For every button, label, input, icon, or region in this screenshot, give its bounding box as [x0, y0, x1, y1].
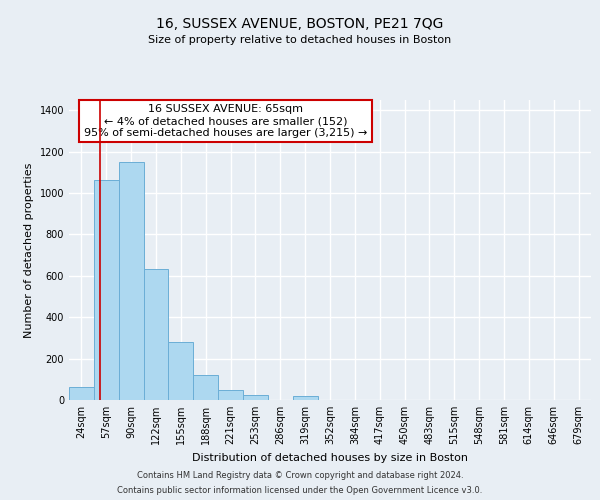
Text: 16 SUSSEX AVENUE: 65sqm
← 4% of detached houses are smaller (152)
95% of semi-de: 16 SUSSEX AVENUE: 65sqm ← 4% of detached… — [84, 104, 367, 138]
Text: Contains HM Land Registry data © Crown copyright and database right 2024.: Contains HM Land Registry data © Crown c… — [137, 471, 463, 480]
X-axis label: Distribution of detached houses by size in Boston: Distribution of detached houses by size … — [192, 452, 468, 462]
Text: 16, SUSSEX AVENUE, BOSTON, PE21 7QG: 16, SUSSEX AVENUE, BOSTON, PE21 7QG — [157, 18, 443, 32]
Text: Contains public sector information licensed under the Open Government Licence v3: Contains public sector information licen… — [118, 486, 482, 495]
Bar — [119, 162, 143, 400]
Y-axis label: Number of detached properties: Number of detached properties — [24, 162, 34, 338]
Bar — [169, 342, 193, 400]
Bar — [69, 386, 94, 400]
Bar — [243, 396, 268, 400]
Bar — [94, 180, 119, 400]
Bar — [143, 268, 169, 400]
Bar — [218, 390, 243, 400]
Text: Size of property relative to detached houses in Boston: Size of property relative to detached ho… — [148, 35, 452, 45]
Bar — [293, 396, 317, 400]
Bar — [193, 375, 218, 400]
